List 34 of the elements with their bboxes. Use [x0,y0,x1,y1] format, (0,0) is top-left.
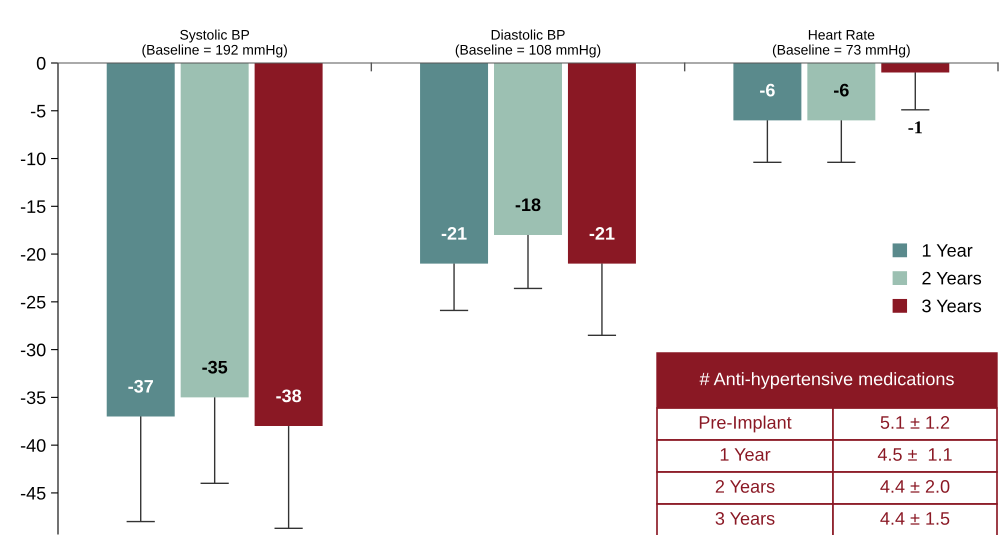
annotation: 2 Years [716,480,774,493]
y-tick-label: -30 [20,344,46,356]
data-label: -1 [908,121,922,134]
legend-label: 3 Years [922,300,982,312]
data-label: -18 [516,198,540,212]
data-label: -35 [202,360,228,374]
data-label: -6 [834,84,849,97]
annotation: 4.5 ± 1.1 [878,448,952,461]
data-label: -21 [590,227,614,240]
y-tick-label: 0 [36,56,46,70]
annotation: # Anti-hypertensive medications [700,372,954,389]
y-tick-label: -15 [20,200,46,214]
y-tick-label: -25 [20,296,46,309]
data-label: -6 [760,84,775,97]
x-tick-label: Diastolic BP (Baseline = 108 mmHg) [456,30,600,58]
annotation: 1 Year [720,448,770,461]
y-tick-label: -10 [20,152,46,166]
data-label: -37 [128,380,153,393]
annotation: 4.4 ± 1.5 [880,512,950,525]
data-label: -38 [276,389,302,402]
y-tick-label: -40 [20,439,46,452]
x-tick-label: Systolic BP (Baseline = 192 mmHg) [142,30,287,58]
x-tick-label: Heart Rate (Baseline = 73 mmHg) [772,30,910,58]
y-tick-label: -20 [20,248,46,261]
y-tick-label: -35 [20,391,46,404]
legend-label: 2 Years [922,272,982,285]
annotation: 4.4 ± 2.0 [880,480,950,493]
data-label: -21 [442,227,467,240]
annotation: 5.1 ± 1.2 [880,416,950,429]
y-tick-label: -5 [30,104,46,118]
annotation: Pre-Implant [700,416,792,432]
legend-label: 1 Year [922,244,972,257]
y-tick-label: -45 [20,487,46,500]
annotation: 3 Years [716,512,774,525]
